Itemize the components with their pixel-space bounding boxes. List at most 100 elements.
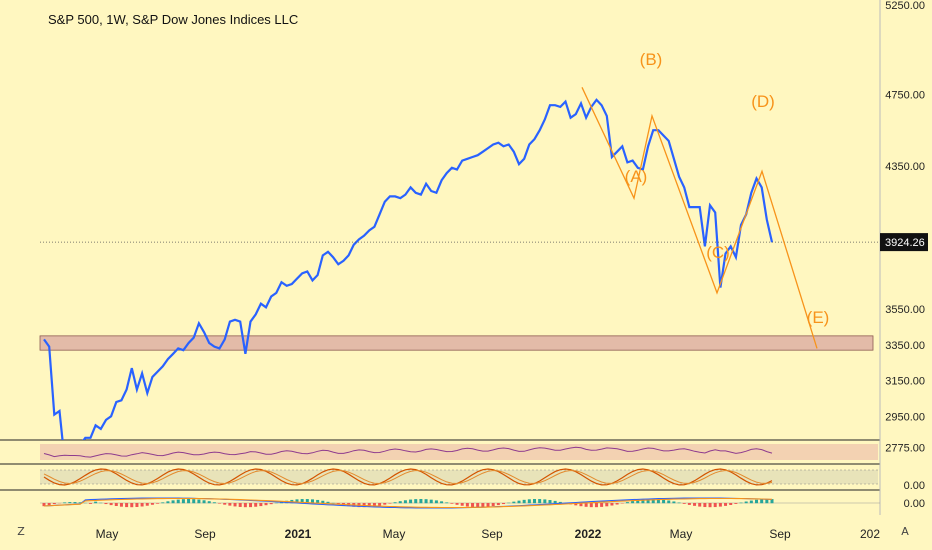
- macd-histogram-bar: [140, 503, 144, 507]
- macd-histogram-bar: [517, 500, 521, 504]
- macd-histogram-bar: [615, 503, 619, 505]
- macd-histogram-bar: [109, 503, 113, 506]
- macd-histogram-bar: [770, 499, 774, 504]
- wave-label-c: (C): [706, 243, 730, 262]
- macd-histogram-bar: [419, 499, 423, 504]
- macd-histogram-bar: [161, 502, 165, 504]
- macd-histogram-bar: [455, 503, 459, 505]
- macd-histogram-bar: [553, 500, 557, 504]
- macd-histogram-bar: [558, 501, 562, 504]
- macd-histogram-bar: [367, 503, 371, 507]
- macd-histogram-bar: [522, 499, 526, 504]
- macd-histogram-bar: [212, 502, 216, 504]
- macd-histogram-bar: [388, 503, 392, 504]
- macd-histogram-bar: [641, 499, 645, 504]
- macd-histogram-bar: [471, 503, 475, 507]
- macd-histogram-bar: [238, 503, 242, 507]
- macd-histogram-bar: [336, 503, 340, 505]
- macd-histogram-bar: [667, 500, 671, 504]
- macd-histogram-bar: [739, 502, 743, 504]
- macd-histogram-bar: [662, 499, 666, 504]
- macd-histogram-bar: [744, 501, 748, 504]
- macd-histogram-bar: [181, 499, 185, 504]
- macd-histogram-bar: [197, 499, 201, 504]
- indicator-3-zero-label: 0.00: [904, 498, 925, 510]
- macd-histogram-bar: [114, 503, 118, 507]
- macd-histogram-bar: [496, 503, 500, 506]
- macd-histogram-bar: [264, 503, 268, 506]
- macd-histogram-bar: [734, 503, 738, 504]
- macd-histogram-bar: [119, 503, 123, 507]
- macd-histogram-bar: [176, 499, 180, 504]
- macd-histogram-bar: [166, 501, 170, 504]
- macd-histogram-bar: [543, 499, 547, 504]
- y-tick-label-4: 3350.00: [885, 340, 925, 352]
- macd-histogram-bar: [672, 501, 676, 504]
- x-tick-label-6: May: [670, 527, 693, 541]
- macd-histogram-bar: [202, 500, 206, 504]
- macd-histogram-bar: [755, 499, 759, 504]
- macd-histogram-bar: [78, 502, 82, 504]
- macd-histogram-bar: [465, 503, 469, 507]
- macd-histogram-bar: [538, 499, 542, 504]
- macd-histogram-bar: [269, 503, 273, 505]
- macd-histogram-bar: [718, 503, 722, 507]
- macd-histogram-bar: [218, 503, 222, 504]
- macd-histogram-bar: [125, 503, 129, 508]
- x-tick-label-3: May: [383, 527, 406, 541]
- macd-histogram-bar: [579, 503, 583, 507]
- macd-histogram-bar: [765, 499, 769, 504]
- macd-histogram-bar: [249, 503, 253, 508]
- signal-line: [43, 497, 773, 509]
- macd-histogram-bar: [254, 503, 258, 507]
- macd-histogram-bar: [104, 503, 108, 505]
- indicator-1-band: [40, 444, 878, 460]
- macd-histogram-bar: [47, 503, 51, 506]
- macd-histogram-bar: [393, 502, 397, 504]
- macd-histogram-bar: [409, 499, 413, 504]
- macd-histogram-bar: [295, 499, 299, 504]
- y-tick-label-6: 2950.00: [885, 411, 925, 423]
- macd-histogram-bar: [610, 503, 614, 506]
- wave-label-b: (B): [640, 50, 663, 69]
- timezone-z-button[interactable]: Z: [17, 525, 25, 538]
- auto-scale-button[interactable]: A: [901, 525, 909, 538]
- y-tick-label-7: 2775.00: [885, 443, 925, 455]
- macd-histogram-bar: [589, 503, 593, 508]
- wave-label-e: (E): [807, 308, 830, 327]
- indicator-1-line: [43, 446, 773, 458]
- macd-histogram-bar: [584, 503, 588, 507]
- macd-histogram-bar: [486, 503, 490, 507]
- y-tick-label-2: 4350.00: [885, 161, 925, 173]
- macd-histogram-bar: [548, 500, 552, 504]
- macd-histogram-bar: [527, 499, 531, 504]
- macd-histogram-bar: [574, 503, 578, 506]
- macd-histogram-bar: [378, 503, 382, 506]
- macd-histogram-bar: [677, 502, 681, 504]
- macd-histogram-bar: [150, 503, 154, 505]
- macd-histogram-bar: [636, 500, 640, 504]
- elliott-wave-line: [581, 87, 818, 349]
- macd-histogram-bar: [600, 503, 604, 507]
- x-tick-label-7: Sep: [769, 527, 791, 541]
- macd-histogram-bar: [703, 503, 707, 508]
- macd-histogram-bar: [605, 503, 609, 507]
- macd-histogram-bar: [233, 503, 237, 507]
- macd-histogram-bar: [424, 499, 428, 504]
- x-tick-label-4: Sep: [481, 527, 503, 541]
- wave-label-a: (A): [625, 167, 648, 186]
- macd-histogram-bar: [656, 499, 660, 504]
- macd-histogram-bar: [135, 503, 139, 507]
- macd-histogram-bar: [310, 499, 314, 504]
- macd-histogram-bar: [729, 503, 733, 505]
- macd-histogram-bar: [316, 499, 320, 504]
- macd-histogram-bar: [68, 502, 72, 504]
- macd-histogram-bar: [52, 503, 56, 505]
- macd-histogram-bar: [594, 503, 598, 508]
- price-line: [43, 98, 774, 440]
- macd-histogram-bar: [646, 499, 650, 504]
- macd-histogram-bar: [502, 503, 506, 505]
- macd-histogram-bar: [481, 503, 485, 508]
